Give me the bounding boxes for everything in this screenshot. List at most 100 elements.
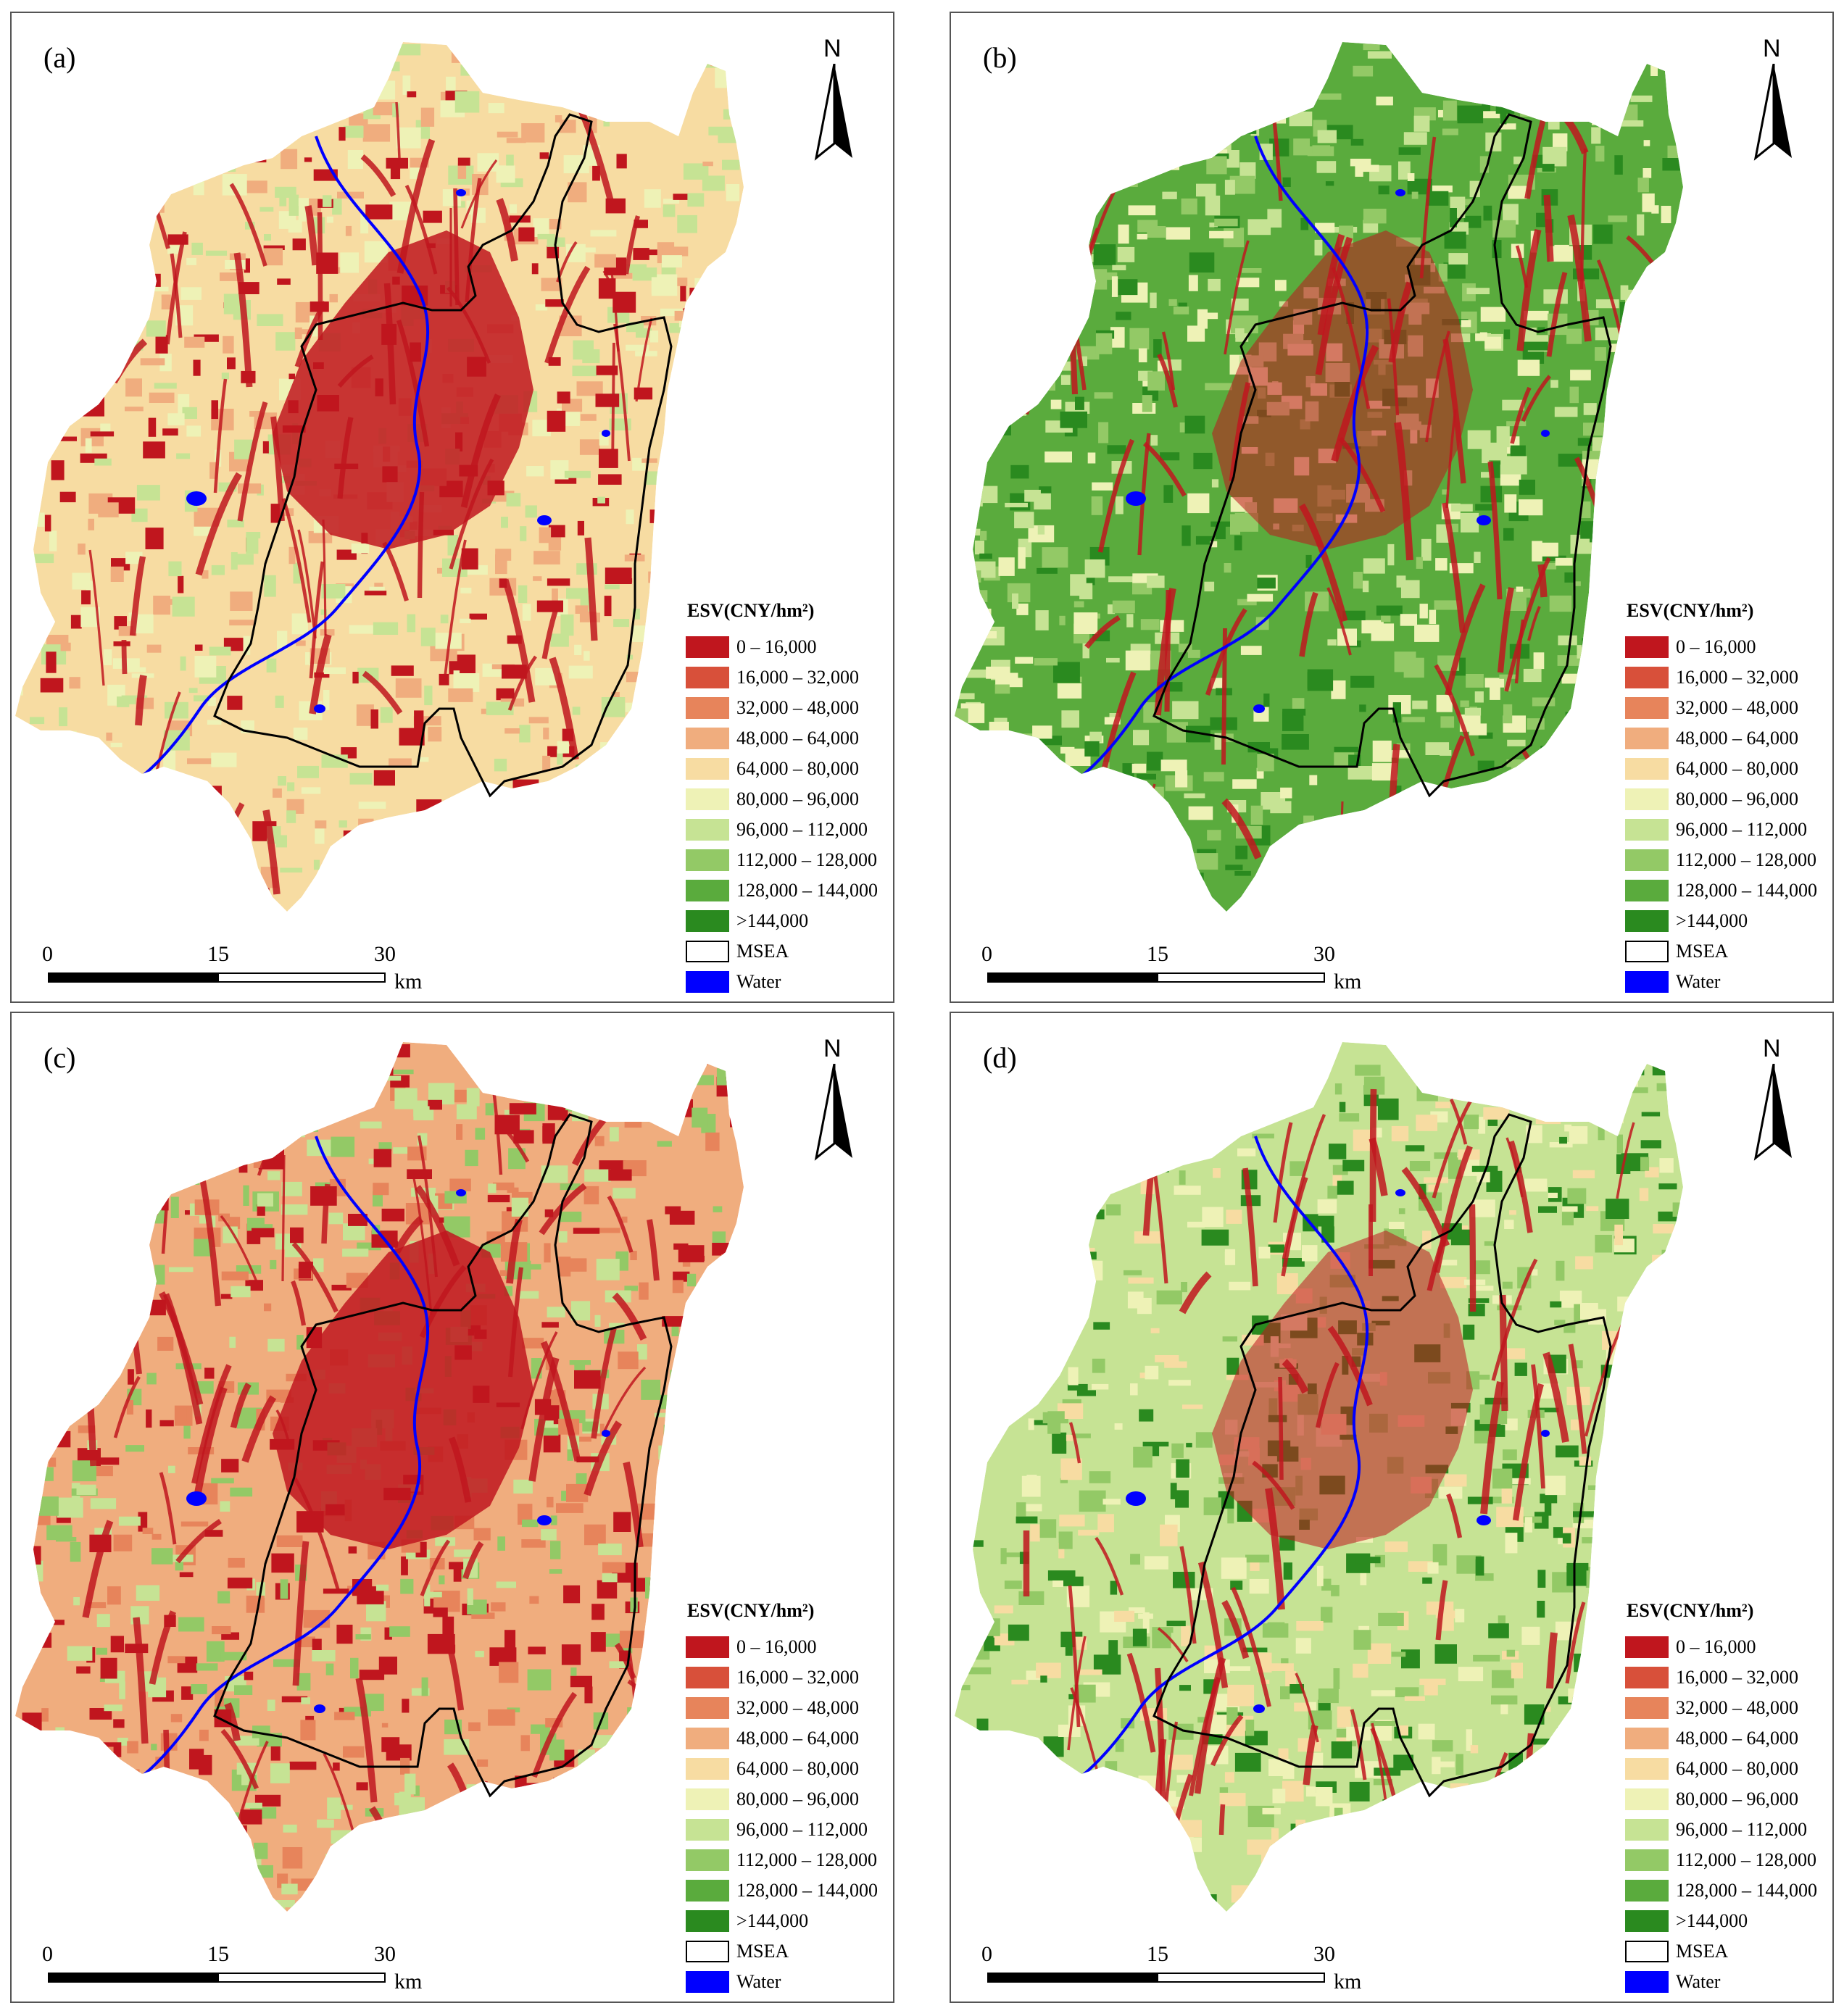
legend-label: 80,000 – 96,000: [1676, 1788, 1798, 1809]
legend-swatch: [686, 1636, 729, 1658]
legend-item: 64,000 – 80,000: [1625, 1754, 1835, 1784]
legend-swatch: [686, 1758, 729, 1780]
legend-swatch: [1625, 697, 1669, 719]
legend-swatch: [686, 728, 729, 749]
esv-map: [15, 42, 744, 912]
urban-core-zone: [1212, 230, 1473, 549]
legend-item: 32,000 – 48,000: [686, 1693, 896, 1723]
scale-tick-label: 30: [374, 1942, 396, 1966]
legend-swatch: [1625, 788, 1669, 810]
legend-swatch: [1625, 1636, 1669, 1658]
scale-bar: 0 15 30 km: [977, 942, 1383, 1000]
legend-label: 64,000 – 80,000: [736, 1758, 859, 1779]
legend-label: 16,000 – 32,000: [736, 667, 859, 688]
legend: ESV(CNY/hm²) 0 – 16,000 16,000 – 32,000 32,…: [686, 1600, 896, 1997]
legend-item: 0 – 16,000: [1625, 1632, 1835, 1662]
legend-item: 128,000 – 144,000: [1625, 875, 1835, 906]
legend-label: 32,000 – 48,000: [1676, 1697, 1798, 1718]
scale-bar: 0 15 30 km: [977, 1942, 1383, 2000]
legend-item: 112,000 – 128,000: [686, 1845, 896, 1875]
scale-unit: km: [1334, 970, 1362, 994]
north-label: N: [823, 35, 842, 62]
legend-item: 0 – 16,000: [1625, 632, 1835, 662]
legend-swatch: [686, 1667, 729, 1688]
legend-label: Water: [736, 1971, 781, 1992]
msea-boundary: [213, 113, 673, 798]
scale-bar: 0 15 30 km: [38, 1942, 444, 2000]
legend-label: 80,000 – 96,000: [736, 788, 859, 809]
panel-d: (d) N 0 15 30 km ESV(CNY/hm²) 0 – 16,000 16,000 …: [950, 1012, 1834, 2003]
lake: [1477, 1515, 1491, 1525]
legend-swatch: [1625, 1880, 1669, 1902]
legend-swatch: [686, 758, 729, 780]
legend-swatch-msea: [1625, 941, 1669, 962]
legend-swatch: [686, 1728, 729, 1749]
lake: [186, 491, 207, 506]
lake: [1253, 704, 1265, 713]
legend-title: ESV(CNY/hm²): [1627, 600, 1754, 621]
scale-tick-label: 15: [207, 942, 229, 966]
legend-swatch: [686, 636, 729, 658]
legend-item: 64,000 – 80,000: [686, 754, 896, 784]
scale-bar: 0 15 30 km: [38, 942, 444, 1000]
legend-item: 32,000 – 48,000: [686, 693, 896, 723]
legend-title: ESV(CNY/hm²): [687, 600, 815, 621]
legend-swatch-water: [1625, 971, 1669, 993]
legend-swatch: [1625, 1697, 1669, 1719]
lake: [1253, 1704, 1265, 1713]
legend-swatch: [686, 1880, 729, 1902]
lake: [602, 430, 610, 437]
legend-swatch: [686, 788, 729, 810]
legend-label: MSEA: [736, 941, 789, 962]
legend-label: 80,000 – 96,000: [736, 1788, 859, 1809]
legend-swatch: [686, 1819, 729, 1841]
legend-label: 16,000 – 32,000: [736, 1667, 859, 1688]
legend-label: 16,000 – 32,000: [1676, 667, 1798, 688]
legend-item: 96,000 – 112,000: [686, 1815, 896, 1845]
legend-swatch: [686, 910, 729, 932]
legend-item: 112,000 – 128,000: [686, 845, 896, 875]
scale-tick-label: 15: [1147, 1942, 1168, 1966]
legend-label: 96,000 – 112,000: [736, 819, 868, 840]
legend-label: 0 – 16,000: [1676, 1636, 1756, 1657]
scale-tick-label: 0: [42, 942, 53, 966]
legend-label: MSEA: [736, 1941, 789, 1962]
legend-swatch-water: [1625, 1971, 1669, 1993]
legend-label: 64,000 – 80,000: [1676, 758, 1798, 779]
scale-tick-label: 30: [374, 942, 396, 966]
river: [1052, 1136, 1369, 1797]
legend-label: 96,000 – 112,000: [1676, 1819, 1808, 1840]
legend-swatch: [1625, 849, 1669, 871]
scale-segment-black: [987, 972, 1157, 983]
msea-boundary: [1152, 1113, 1612, 1798]
legend-label: 64,000 – 80,000: [736, 758, 859, 779]
legend-item-msea: MSEA: [1625, 1936, 1835, 1967]
legend-label: 48,000 – 64,000: [736, 728, 859, 749]
legend-swatch: [1625, 667, 1669, 688]
scale-segment-black: [987, 1973, 1157, 1983]
legend-item: 112,000 – 128,000: [1625, 1845, 1835, 1875]
legend-item: 32,000 – 48,000: [1625, 1693, 1835, 1723]
scale-segment-white: [217, 1973, 386, 1983]
legend-label: >144,000: [1676, 910, 1748, 931]
scale-segment-white: [1157, 1973, 1325, 1983]
legend-label: 112,000 – 128,000: [736, 849, 878, 870]
panel-label: (b): [983, 41, 1017, 74]
lake: [314, 1704, 325, 1713]
legend-item: 48,000 – 64,000: [686, 723, 896, 754]
lake: [602, 1430, 610, 1437]
river: [112, 136, 429, 797]
msea-boundary: [213, 1113, 673, 1798]
legend-item-msea: MSEA: [686, 1936, 896, 1967]
lake: [456, 189, 466, 196]
legend: ESV(CNY/hm²) 0 – 16,000 16,000 – 32,000 32,…: [1625, 1600, 1835, 1997]
legend-swatch: [686, 1849, 729, 1871]
legend-label: 96,000 – 112,000: [736, 1819, 868, 1840]
lake: [1541, 1430, 1550, 1437]
legend-label: 128,000 – 144,000: [736, 880, 878, 901]
legend-label: 112,000 – 128,000: [736, 1849, 878, 1870]
legend-item: 16,000 – 32,000: [686, 662, 896, 693]
legend-swatch-msea: [686, 1941, 729, 1962]
esv-map: [955, 1042, 1683, 1912]
legend-swatch: [1625, 1667, 1669, 1688]
